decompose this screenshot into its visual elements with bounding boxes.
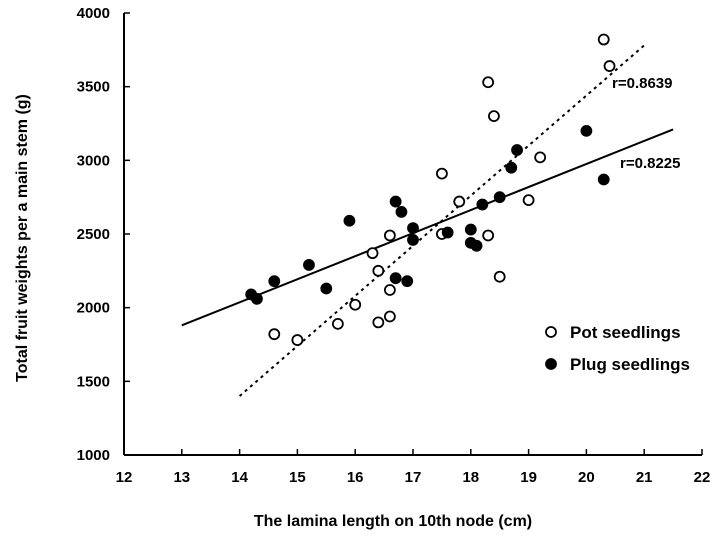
axes: 12 13 14 15 16 17 18 19 20 21 22 1000 1500 2000 2500 30… [14, 5, 710, 530]
r-value-label: r=0.8225 [620, 155, 680, 172]
x-tick-label: 13 [173, 469, 190, 486]
x-tick-label: 17 [405, 469, 422, 486]
plug-seedling-point [407, 222, 419, 235]
plug-seedling-point [580, 124, 593, 137]
x-tick-label: 20 [578, 469, 595, 486]
y-tick-label: 2500 [77, 226, 110, 243]
x-tick-label: 16 [347, 469, 364, 486]
pot-seedling-point [597, 33, 610, 46]
pot-seedling-point [372, 316, 385, 329]
pot-seedling-point [603, 60, 616, 72]
legend-marker-pot [545, 326, 557, 338]
plug-seedling-point [303, 259, 315, 271]
plug-seedling-point [476, 198, 489, 211]
pot-seedling-point [383, 284, 396, 296]
plug-seedling-point [395, 205, 408, 218]
plug-seedling-point [464, 223, 477, 236]
y-tick-label: 2000 [77, 300, 110, 317]
x-tick-label: 14 [231, 469, 248, 486]
plug-seedling-point [389, 195, 402, 208]
plug-seedling-point [389, 272, 402, 285]
plug-seedling-point [251, 292, 263, 305]
legend: Pot seedlings Plug seedlings [545, 323, 690, 374]
plug-seedling-point [597, 173, 610, 186]
fit-line-plug [181, 128, 674, 327]
legend-label-plug: Plug seedlings [570, 355, 690, 374]
pot-seedling-point [534, 151, 547, 164]
x-tick-label: 12 [116, 469, 133, 486]
pot-seedling-point [366, 247, 379, 260]
y-axis-title: Total fruit weights per a main stem (g) [14, 94, 31, 382]
pot-seedling-point [522, 194, 535, 207]
r-value-label: r=0.8639 [612, 75, 672, 92]
pot-seedling-point [482, 76, 495, 89]
legend-label-pot: Pot seedlings [570, 323, 681, 342]
data-points [245, 33, 616, 346]
x-tick-label: 21 [636, 469, 653, 486]
pot-seedling-point [349, 298, 362, 311]
x-tick-label: 18 [462, 469, 479, 486]
plug-seedling-point [407, 233, 419, 246]
pot-seedling-point [331, 317, 344, 330]
plug-seedling-point [493, 191, 506, 204]
pot-seedling-point [383, 310, 396, 323]
x-tick-label: 22 [694, 469, 711, 486]
x-tick-label: 15 [289, 469, 306, 486]
pot-seedling-point [488, 110, 500, 123]
plug-seedling-point [320, 282, 333, 295]
pot-seedling-point [268, 328, 281, 341]
plug-seedling-point [343, 214, 356, 227]
plug-seedling-point [401, 275, 414, 288]
x-axis-title: The lamina length on 10th node (cm) [254, 513, 532, 530]
pot-seedling-point [291, 334, 304, 346]
y-tick-label: 3000 [77, 152, 110, 169]
pot-seedling-point [482, 229, 495, 242]
y-tick-label: 1000 [77, 447, 110, 464]
pot-seedling-point [372, 264, 385, 277]
plug-seedling-point [268, 275, 281, 288]
pot-seedling-point [453, 195, 466, 208]
pot-seedling-point [435, 167, 448, 180]
pot-seedling-point [493, 270, 506, 283]
plug-seedling-point [441, 226, 454, 239]
y-tick-label: 1500 [77, 373, 110, 390]
annotations: r=0.8639 r=0.8225 [612, 75, 680, 172]
pot-seedling-point [383, 229, 396, 242]
legend-marker-plug [545, 358, 557, 370]
y-tick-label: 3500 [77, 79, 110, 96]
x-tick-label: 19 [520, 469, 537, 486]
plug-seedling-point [470, 239, 483, 252]
plug-seedling-point [511, 144, 523, 156]
y-tick-label: 4000 [77, 5, 110, 22]
plug-seedling-point [505, 161, 518, 174]
fit-lines [181, 44, 674, 397]
